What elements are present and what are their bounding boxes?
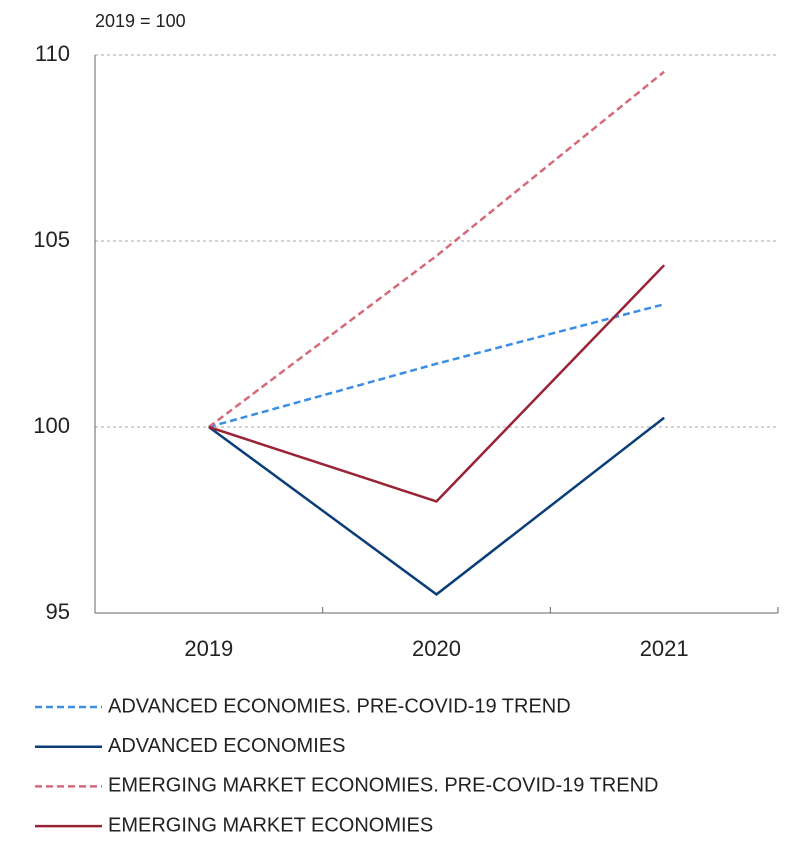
x-tick-label: 2019 <box>184 636 233 661</box>
series-line <box>208 70 665 428</box>
series-line <box>208 303 665 429</box>
legend-label: EMERGING MARKET ECONOMIES <box>108 814 433 836</box>
legend-label: EMERGING MARKET ECONOMIES. PRE-COVID-19 … <box>108 775 658 797</box>
legend-label: ADVANCED ECONOMIES. PRE-COVID-19 TREND <box>108 695 571 717</box>
x-tick-label: 2021 <box>640 636 689 661</box>
y-tick-label: 110 <box>35 41 70 66</box>
unit-label: 2019 = 100 <box>95 11 186 31</box>
y-tick-label: 100 <box>33 413 70 438</box>
y-tick-label: 95 <box>46 599 70 624</box>
x-tick-label: 2020 <box>412 636 461 661</box>
series-line <box>208 416 665 596</box>
legend-label: ADVANCED ECONOMIES <box>108 735 345 757</box>
series-line <box>208 264 666 503</box>
y-tick-label: 105 <box>33 227 70 252</box>
